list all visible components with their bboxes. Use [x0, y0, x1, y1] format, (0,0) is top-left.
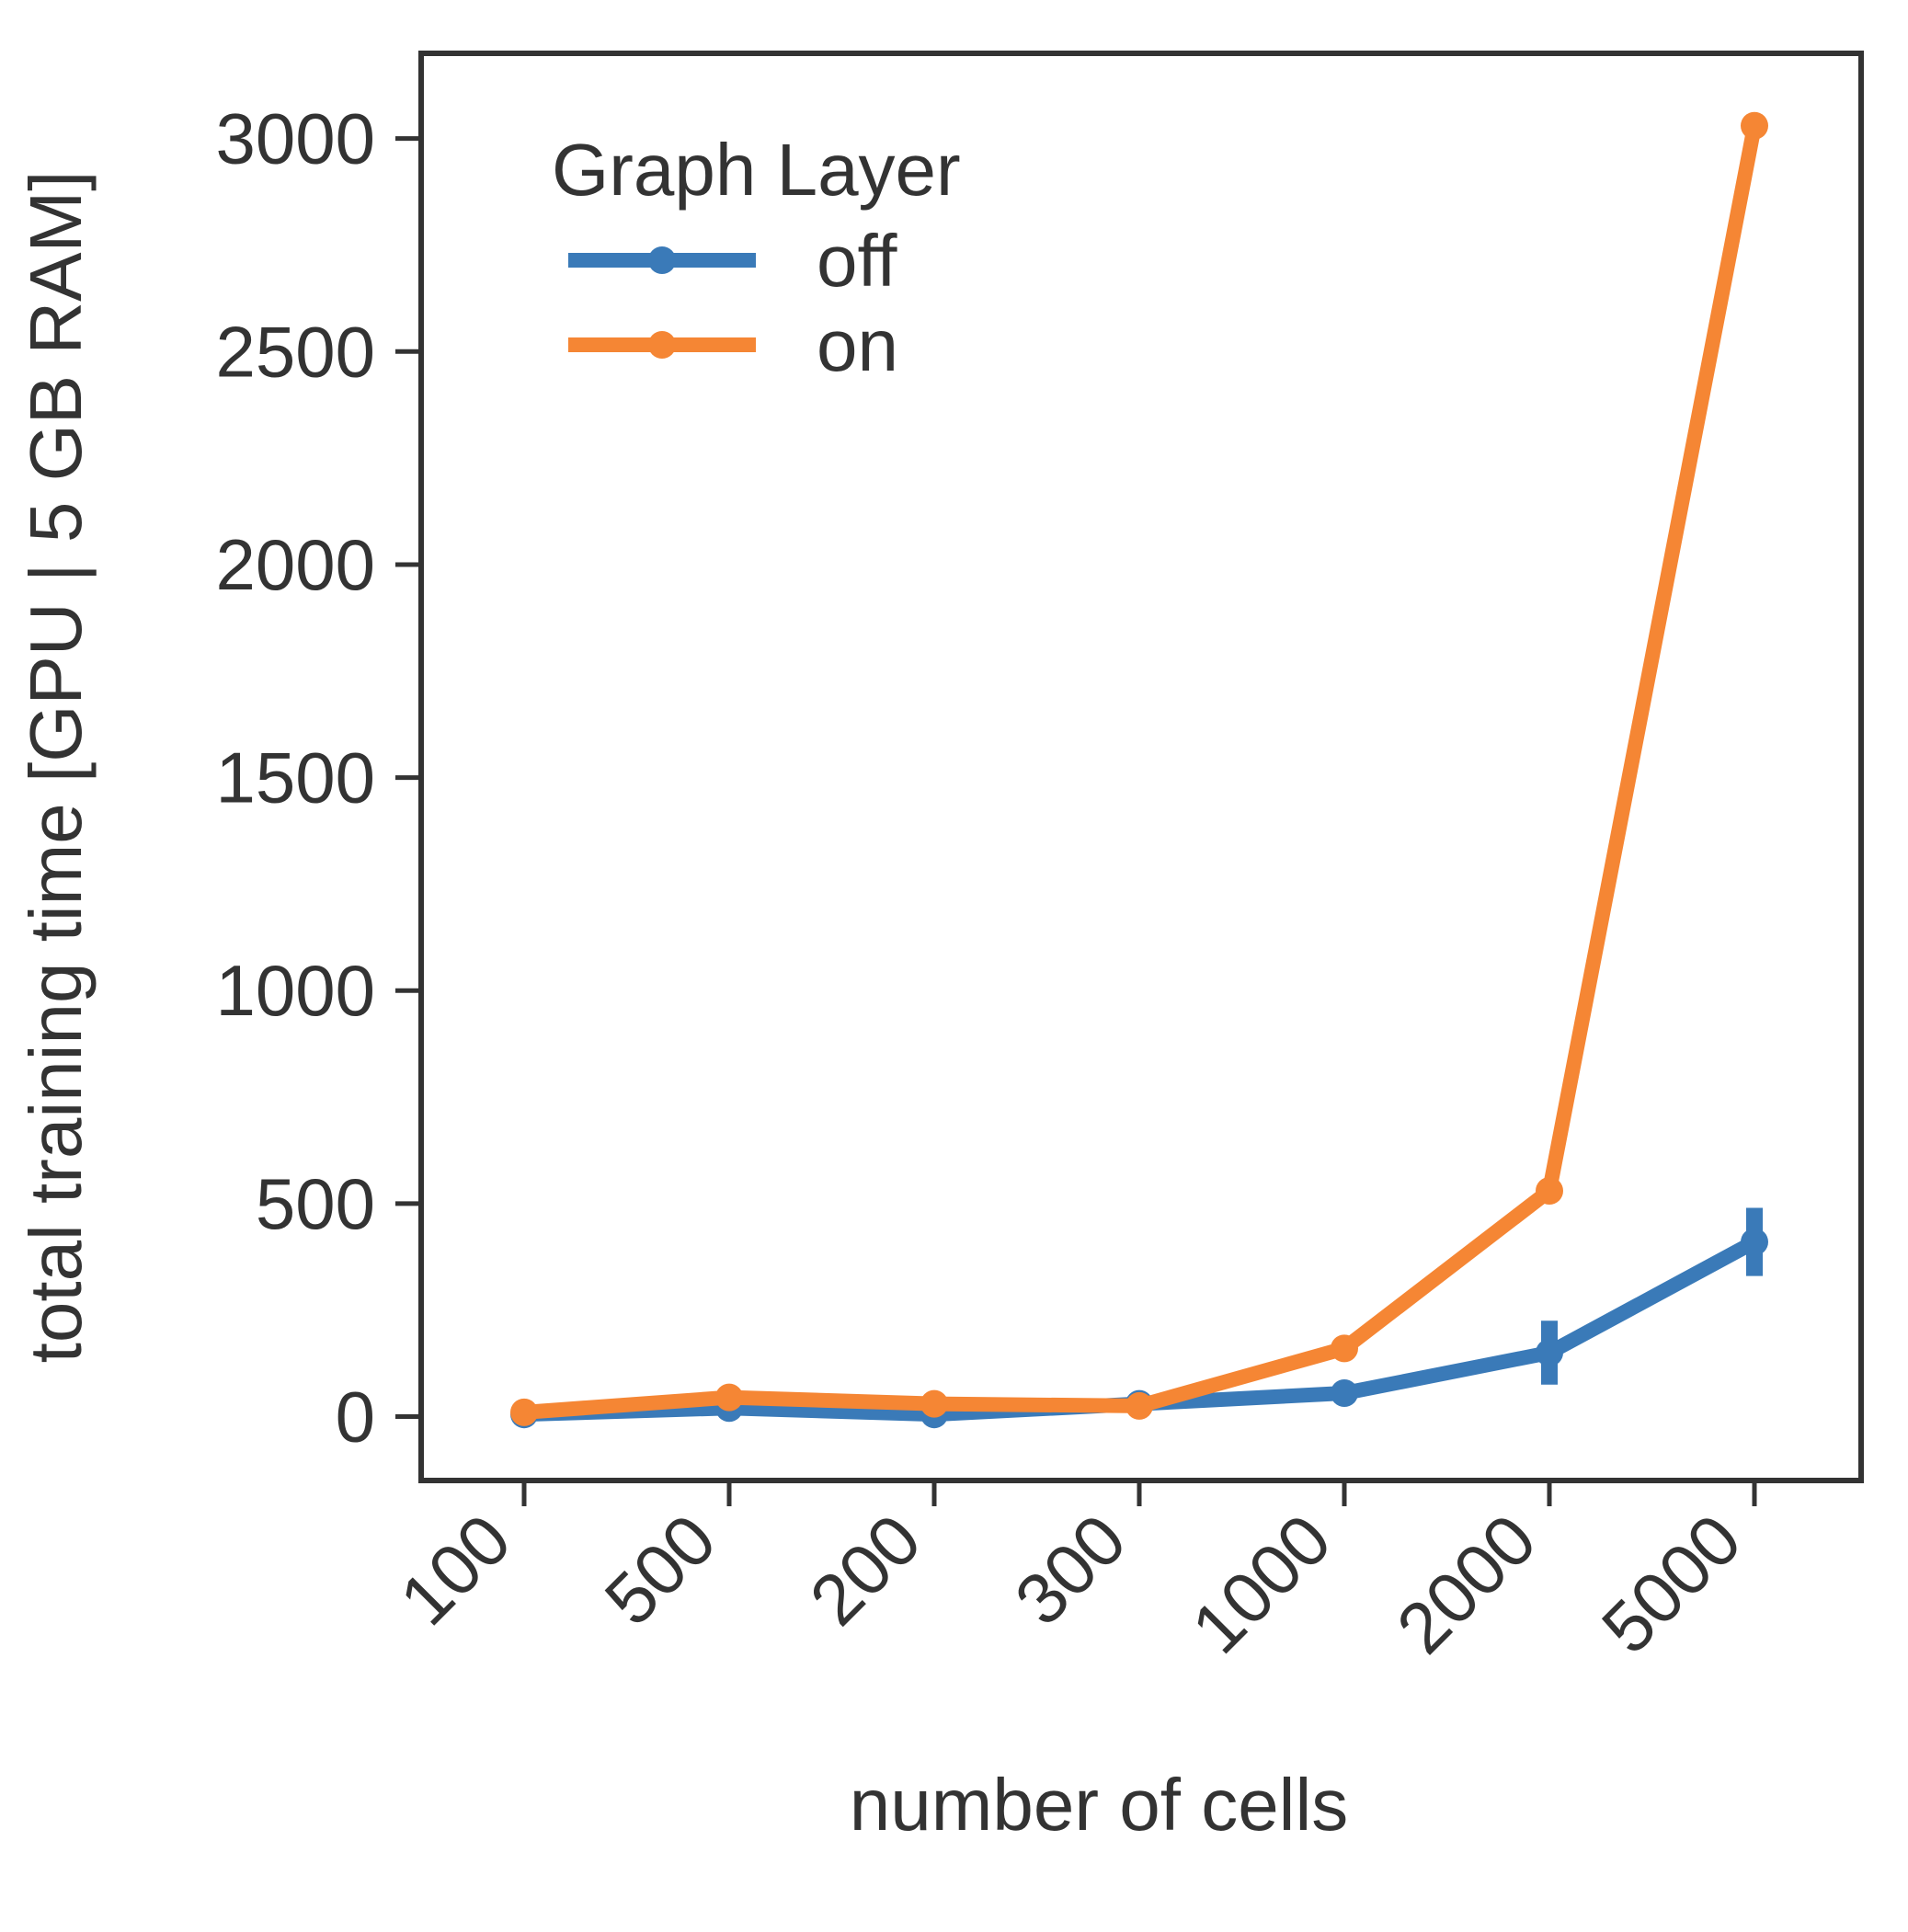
legend-swatch-marker	[648, 246, 676, 274]
data-point	[1741, 111, 1768, 140]
y-tick-label: 3000	[215, 98, 375, 179]
legend-title: Graph Layer	[552, 129, 961, 211]
data-point	[920, 1389, 948, 1418]
y-tick-label: 1000	[215, 950, 375, 1031]
data-point	[1536, 1339, 1563, 1367]
legend-label: on	[817, 304, 898, 386]
legend-swatch-marker	[648, 331, 676, 359]
x-tick-label: 100	[384, 1499, 526, 1640]
y-tick-label: 500	[256, 1163, 375, 1244]
data-point	[510, 1398, 538, 1426]
y-tick-label: 2500	[215, 311, 375, 392]
x-tick-label: 2000	[1381, 1499, 1551, 1669]
plot-area	[510, 111, 1768, 1429]
x-axis-title: number of cells	[850, 1764, 1348, 1846]
data-point	[1331, 1379, 1358, 1408]
y-axis: 0 500 1000 1500 2000 2500 3000	[215, 98, 421, 1458]
x-tick-label: 500	[589, 1499, 731, 1640]
series-line	[517, 1234, 1762, 1423]
y-axis-title: total training time [GPU | 5 GB RAM]	[15, 171, 97, 1364]
legend-item-off: off	[568, 220, 897, 302]
legend-label: off	[817, 220, 897, 302]
x-tick-label: 200	[794, 1499, 936, 1640]
data-point	[1536, 1176, 1563, 1205]
y-tick-label: 2000	[215, 524, 375, 605]
x-axis: 100 500 200 300 1000 2000 5000	[384, 1480, 1757, 1669]
data-point	[715, 1383, 743, 1412]
y-tick-label: 0	[336, 1377, 375, 1458]
x-tick-label: 1000	[1176, 1499, 1346, 1669]
data-point	[1741, 1228, 1768, 1256]
series-line	[517, 118, 1762, 1420]
series-on	[510, 111, 1768, 1426]
x-tick-label: 300	[1000, 1499, 1141, 1640]
y-tick-label: 1500	[215, 737, 375, 818]
x-tick-label: 5000	[1586, 1499, 1756, 1669]
legend-item-on: on	[568, 304, 898, 386]
data-point	[1331, 1334, 1358, 1363]
data-point	[1125, 1391, 1153, 1420]
